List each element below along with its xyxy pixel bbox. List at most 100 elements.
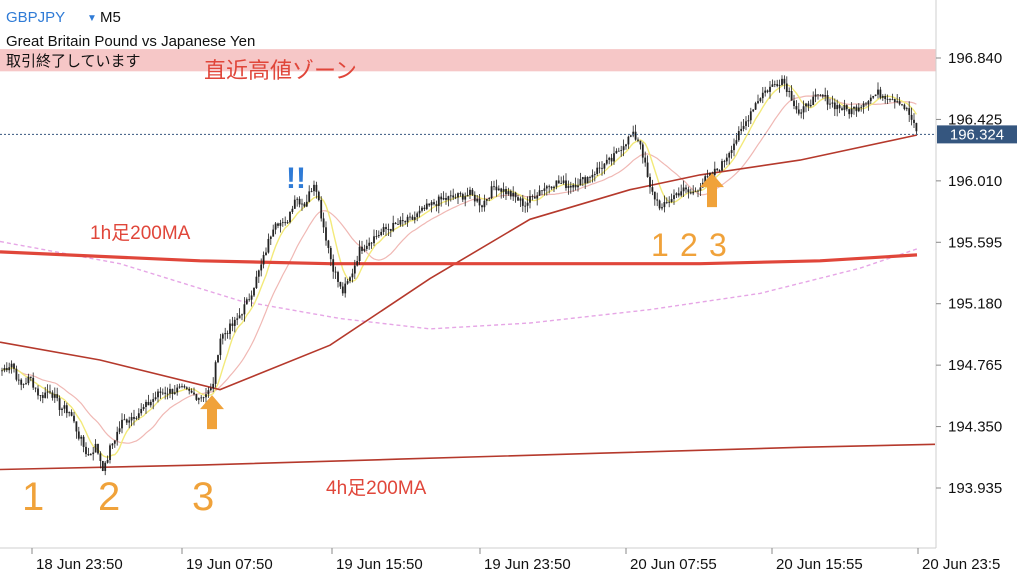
candle-body	[322, 218, 325, 228]
candle-body	[260, 264, 263, 271]
candle-body	[757, 101, 759, 104]
candle-body	[3, 368, 6, 371]
up-arrow-2	[700, 173, 724, 208]
candle-body	[689, 192, 692, 194]
candle-body	[802, 106, 805, 113]
candle-body	[675, 193, 678, 196]
candle-body	[137, 413, 140, 418]
candle-body	[572, 185, 575, 188]
candle-body	[296, 198, 299, 200]
candle-body	[185, 387, 188, 389]
candle-body	[524, 205, 527, 207]
candle-body	[325, 227, 327, 241]
candle-body	[442, 198, 445, 200]
candle-body	[730, 150, 733, 153]
candle-body	[389, 229, 392, 231]
candle-body	[478, 198, 481, 206]
candle-body	[651, 187, 654, 192]
time-axis[interactable]: 18 Jun 23:50 19 Jun 07:50 19 Jun 15:50 19 J…	[31, 548, 1000, 573]
time-tick-label: 20 Jun 23:5	[922, 556, 1000, 573]
candle-body	[34, 387, 37, 389]
candle-body	[164, 392, 167, 394]
candle-body	[329, 247, 332, 260]
candle-body	[821, 94, 824, 97]
candle-body	[764, 90, 767, 93]
candle-body	[212, 383, 215, 389]
candle-body	[622, 146, 625, 151]
symbol-label[interactable]: GBPJPY	[6, 9, 65, 26]
candle-body	[111, 443, 114, 446]
candle-body	[629, 135, 632, 137]
ma-fast-line	[1, 84, 917, 459]
candle-body	[8, 367, 11, 371]
count-right-2: 2	[680, 227, 698, 263]
candle-body	[910, 114, 913, 120]
candle-body	[233, 319, 236, 326]
candle-body	[905, 108, 908, 110]
candle-body	[128, 420, 131, 423]
up-arrow-1	[200, 395, 224, 430]
candle-body	[740, 128, 743, 132]
candle-body	[133, 417, 135, 419]
candle-body	[17, 379, 20, 381]
candle-body	[399, 220, 402, 225]
candle-body	[785, 83, 788, 93]
candle-body	[274, 223, 277, 230]
candle-body	[793, 100, 795, 107]
candle-body	[310, 191, 313, 192]
candle-body	[341, 286, 344, 294]
candle-body	[145, 401, 147, 408]
exclaim-mark: !!	[286, 162, 306, 195]
candle-body	[125, 419, 128, 423]
candle-body	[639, 140, 642, 145]
candle-body	[77, 431, 80, 439]
candle-body	[425, 203, 428, 210]
candle-body	[135, 417, 138, 419]
candle-body	[589, 176, 591, 178]
symbol-dropdown-caret[interactable]: ▼	[87, 13, 97, 24]
candle-body	[850, 108, 853, 115]
candle-body	[783, 78, 786, 84]
candle-body	[497, 188, 500, 191]
candle-body	[305, 201, 308, 207]
candle-body	[481, 205, 483, 208]
candle-body	[301, 203, 303, 205]
candle-body	[188, 388, 191, 391]
count-right-3: 3	[709, 227, 727, 263]
candle-body	[881, 96, 884, 98]
candle-body	[397, 224, 399, 225]
candle-body	[197, 398, 200, 400]
candle-body	[80, 436, 83, 439]
time-tick-label: 19 Jun 23:50	[484, 556, 571, 573]
candle-body	[277, 223, 279, 226]
candle-body	[272, 229, 275, 237]
candle-body	[891, 99, 894, 100]
candle-body	[377, 235, 380, 237]
candle-body	[409, 216, 411, 218]
candle-body	[603, 163, 606, 169]
candle-body	[632, 131, 635, 136]
candle-body	[385, 227, 387, 230]
candle-body	[677, 193, 680, 196]
candle-body	[373, 236, 375, 244]
candle-body	[754, 103, 757, 110]
candle-body	[490, 186, 493, 199]
candle-body	[591, 174, 594, 178]
candle-body	[241, 314, 243, 316]
candle-body	[49, 391, 51, 393]
price-axis[interactable]: 196.840 196.425 196.010 195.595 195.180 194.7…	[936, 50, 1002, 497]
candle-body	[365, 245, 368, 249]
timeframe-label[interactable]: M5	[100, 9, 121, 26]
candle-body	[118, 428, 121, 432]
ma-1h-200-line	[0, 250, 918, 266]
candle-body	[569, 185, 572, 188]
candle-body	[766, 90, 769, 92]
candle-body	[519, 198, 522, 201]
candle-body	[94, 443, 97, 453]
candle-body	[289, 211, 291, 223]
candle-body	[543, 188, 546, 191]
candle-body	[829, 103, 831, 105]
candle-body	[778, 84, 781, 86]
